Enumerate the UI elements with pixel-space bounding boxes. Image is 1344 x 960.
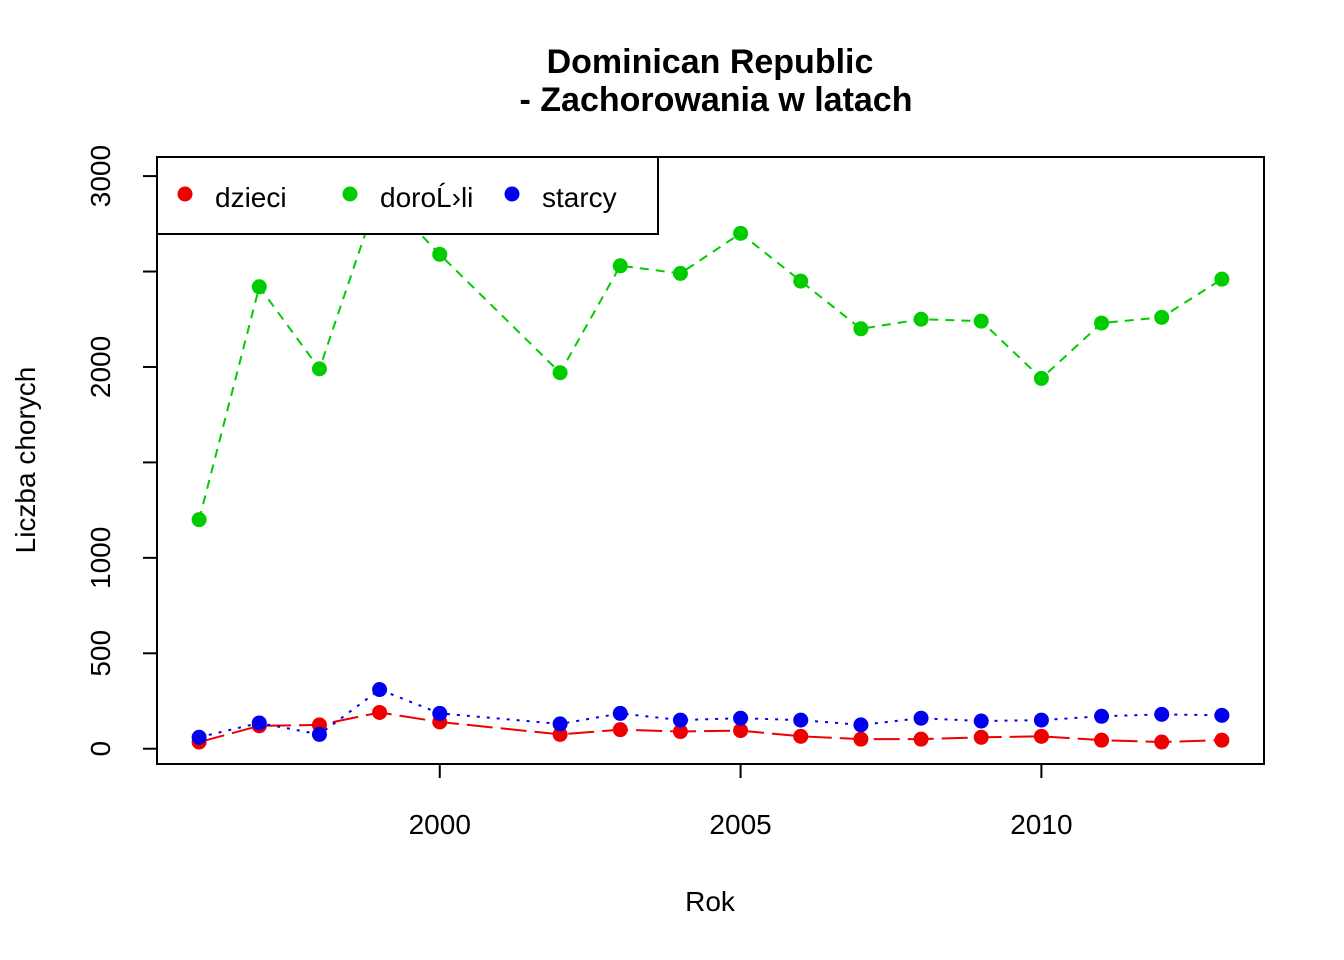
chart-title-line-2: - Zachorowania w latach: [520, 81, 913, 119]
data-point: [552, 726, 568, 742]
data-point: [1033, 728, 1049, 744]
data-point: [311, 726, 327, 742]
data-point: [1094, 315, 1110, 331]
y-axis: 0 500 1000 2000 3000: [85, 145, 158, 757]
series-layer: [191, 183, 1230, 750]
legend-marker: [342, 186, 358, 202]
legend: dzieci doroĹ›li starcy: [156, 156, 659, 235]
data-point: [672, 265, 688, 281]
data-point: [1094, 708, 1110, 724]
data-point: [251, 279, 267, 295]
data-point: [672, 724, 688, 740]
legend-marker: [177, 186, 193, 202]
data-point: [552, 716, 568, 732]
data-point: [432, 246, 448, 262]
data-point: [191, 512, 207, 528]
data-point: [372, 704, 388, 720]
y-tick-label: 1000: [85, 527, 116, 589]
legend-label: doroĹ›li: [380, 182, 473, 213]
legend-box: [156, 156, 659, 235]
x-tick-label: 2000: [409, 809, 471, 840]
data-point: [1214, 707, 1230, 723]
data-point: [612, 722, 628, 738]
data-point: [733, 225, 749, 241]
data-point: [311, 361, 327, 377]
data-point: [733, 723, 749, 739]
data-point: [853, 321, 869, 337]
series-line-doroli: [198, 189, 1223, 520]
data-point: [1154, 706, 1170, 722]
data-point: [672, 712, 688, 728]
y-tick-label: 3000: [85, 145, 116, 207]
chart-title-line-1: Dominican Republic: [547, 43, 874, 81]
y-tick-label: 500: [85, 630, 116, 677]
plot-frame: [156, 156, 1265, 765]
x-axis-label: Rok: [685, 886, 736, 917]
data-point: [1033, 712, 1049, 728]
data-point: [793, 728, 809, 744]
data-point: [913, 311, 929, 327]
data-point: [973, 729, 989, 745]
data-point: [612, 705, 628, 721]
data-point: [1214, 271, 1230, 287]
data-point: [973, 313, 989, 329]
data-point: [251, 715, 267, 731]
x-axis: 2000 2005 2010: [409, 763, 1073, 840]
data-point: [1033, 370, 1049, 386]
data-point: [853, 717, 869, 733]
x-tick-label: 2010: [1010, 809, 1072, 840]
data-point: [853, 731, 869, 747]
data-point: [1154, 734, 1170, 750]
data-point: [913, 731, 929, 747]
data-point: [372, 682, 388, 698]
series-line-dzieci: [198, 711, 1222, 744]
data-point: [1094, 732, 1110, 748]
data-point: [552, 365, 568, 381]
y-tick-label: 2000: [85, 336, 116, 398]
data-point: [733, 710, 749, 726]
data-point: [793, 712, 809, 728]
data-point: [913, 710, 929, 726]
data-point: [793, 273, 809, 289]
y-axis-label: Liczba chorych: [10, 367, 41, 554]
data-point: [612, 258, 628, 274]
legend-label: dzieci: [215, 182, 287, 213]
data-point: [191, 729, 207, 745]
data-point: [973, 713, 989, 729]
y-tick-label: 0: [85, 741, 116, 757]
legend-marker: [504, 186, 520, 202]
data-point: [432, 705, 448, 721]
data-point: [1154, 309, 1170, 325]
legend-label: starcy: [542, 182, 617, 213]
x-tick-label: 2005: [709, 809, 771, 840]
data-point: [1214, 732, 1230, 748]
